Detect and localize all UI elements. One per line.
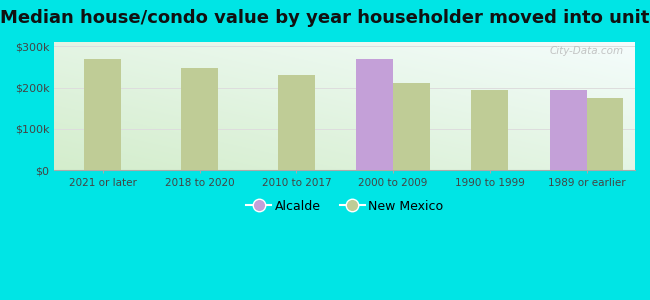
- Legend: Alcalde, New Mexico: Alcalde, New Mexico: [241, 195, 448, 218]
- Bar: [393, 83, 430, 170]
- Bar: [356, 58, 393, 170]
- Text: Median house/condo value by year householder moved into unit: Median house/condo value by year househo…: [0, 9, 650, 27]
- Bar: [471, 90, 508, 170]
- Bar: [550, 90, 586, 170]
- Text: City-Data.com: City-Data.com: [549, 46, 623, 56]
- Bar: [84, 59, 122, 170]
- Bar: [181, 68, 218, 170]
- Bar: [278, 75, 315, 170]
- Bar: [586, 98, 623, 170]
